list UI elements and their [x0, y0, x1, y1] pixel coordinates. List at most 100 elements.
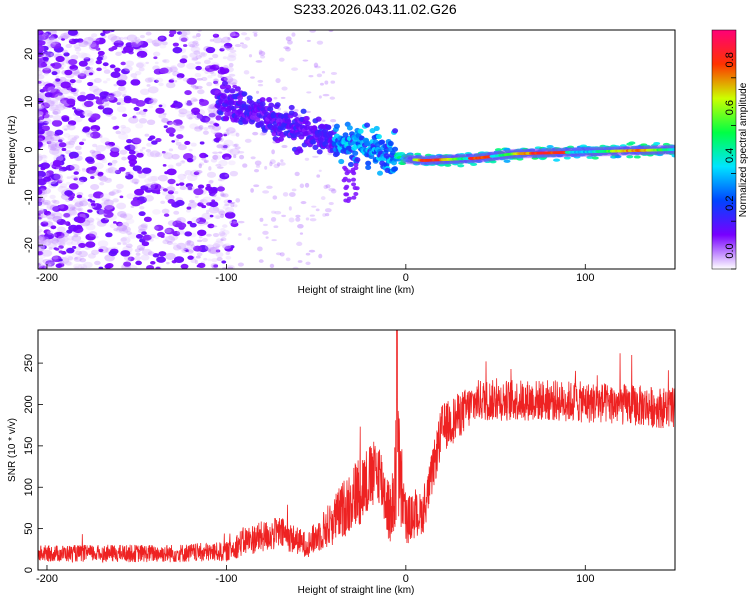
- spectrogram-cell: [115, 221, 123, 227]
- spectrogram-cell: [217, 73, 223, 78]
- spectrogram-cell: [74, 257, 79, 260]
- spectrogram-cell: [39, 254, 46, 259]
- spectrogram-cell: [242, 163, 248, 168]
- spectrogram-cell: [121, 226, 131, 233]
- spectrogram-cell: [43, 210, 52, 216]
- spectrogram-cell: [177, 62, 186, 68]
- spectrogram-cell: [97, 105, 105, 110]
- spectrogram-cell: [49, 147, 60, 155]
- spectrogram-cell: [220, 76, 228, 82]
- spectrogram-cell: [118, 227, 129, 234]
- spectrogram-cell: [117, 222, 124, 227]
- spectrogram-cell: [141, 248, 152, 256]
- spectrogram-cell: [672, 148, 675, 151]
- spectrogram-cell: [87, 253, 97, 259]
- spectrogram-cell: [195, 61, 202, 65]
- spectrogram-cell: [199, 162, 205, 166]
- spectrogram-cell: [146, 151, 155, 158]
- spectrogram-cell: [55, 55, 65, 63]
- spectrogram-cell: [373, 125, 380, 132]
- spectrogram-cell: [81, 167, 86, 171]
- spectrogram-cell: [291, 67, 299, 71]
- spectrogram-cell: [55, 105, 63, 110]
- spectrogram-cell: [133, 106, 140, 111]
- spectrogram-cell: [628, 141, 636, 145]
- spectrogram-cell: [187, 220, 193, 225]
- spectrogram-cell: [146, 119, 156, 126]
- spectrogram-cell: [351, 182, 357, 187]
- spectrogram-cell: [167, 220, 177, 227]
- spectrogram-cell: [146, 142, 153, 147]
- spectrogram-cell: [50, 88, 61, 96]
- spectrogram-cell: [114, 170, 121, 174]
- spectrogram-cell: [178, 35, 189, 43]
- spectrogram-cell: [137, 224, 148, 231]
- spectrogram-cell: [146, 38, 153, 43]
- spectrogram-cell: [38, 67, 41, 72]
- spectrogram-cell: [38, 36, 43, 42]
- spectrogram-cell: [123, 255, 132, 261]
- spectrogram-cell: [173, 80, 178, 83]
- spectrogram-cell: [215, 249, 221, 253]
- spectrogram-cell: [206, 81, 213, 87]
- spectrogram-cell: [102, 30, 111, 34]
- spectrogram-cell: [44, 114, 51, 119]
- spectrogram-cell: [132, 137, 142, 144]
- spectrogram-cell: [221, 143, 230, 149]
- spectrogram-cell: [194, 114, 203, 120]
- spectrogram-cell: [258, 49, 263, 55]
- spectrogram-cell: [73, 234, 79, 238]
- spectrogram-cell: [222, 65, 229, 69]
- spectrogram-cell: [217, 209, 225, 214]
- spectrogram-cell: [38, 207, 45, 215]
- spectrogram-cell: [179, 185, 187, 191]
- spectrogram-cell: [273, 163, 280, 169]
- spectrogram-cell: [191, 107, 201, 114]
- spectrogram-cell: [204, 65, 210, 69]
- spectrogram-cell: [75, 246, 82, 251]
- spectrogram-cell: [90, 166, 97, 171]
- spectrogram-cell: [91, 154, 98, 159]
- spectrogram-cell: [89, 205, 95, 209]
- y-tick-label: -20: [23, 237, 35, 253]
- spectrogram-cell: [109, 223, 118, 229]
- spectrogram-cell: [257, 79, 264, 83]
- spectrogram-cell: [98, 266, 104, 269]
- spectrogram-cell: [58, 245, 64, 249]
- spectrogram-cell: [231, 82, 237, 86]
- spectrogram-cell: [61, 116, 70, 122]
- snr-frame: [37, 329, 676, 571]
- spectrogram-cell: [101, 159, 108, 164]
- spectrogram-cell: [75, 224, 83, 230]
- spectrogram-cell: [259, 217, 264, 222]
- spectrogram-cell: [228, 31, 236, 37]
- spectrogram-cell: [142, 234, 152, 241]
- spectrogram-cell: [79, 141, 85, 146]
- spectrogram-cell: [41, 224, 46, 227]
- spectrogram-cell: [38, 128, 45, 135]
- spectrogram-cell: [38, 210, 44, 214]
- spectrogram-cell: [148, 99, 157, 105]
- spectrogram-cell: [213, 78, 220, 84]
- spectrogram-cell: [38, 197, 45, 203]
- spectrogram-cell: [76, 207, 84, 212]
- spectrogram-cell: [134, 188, 145, 196]
- spectrogram-cell: [213, 80, 219, 85]
- spectrogram-cell: [111, 159, 118, 164]
- spectrogram-cell: [45, 112, 51, 116]
- spectrogram-cell: [165, 127, 176, 134]
- spectrogram-cell: [38, 201, 43, 207]
- spectrogram-cell: [273, 97, 278, 100]
- spectrogram-cell: [155, 266, 161, 269]
- snr-y-ticks: 0 50 100 150 200 250: [23, 354, 43, 573]
- spectrogram-cell: [45, 130, 55, 137]
- spectrogram-cell: [51, 119, 63, 127]
- spectrogram-cell: [281, 144, 288, 149]
- spectrogram-cell: [107, 166, 118, 174]
- spectrogram-cell: [85, 241, 96, 248]
- spectrogram-cell: [280, 96, 286, 99]
- spectrogram-cell: [183, 109, 190, 114]
- spectrogram-cell: [44, 31, 52, 36]
- spectrogram-cell: [229, 130, 238, 137]
- spectrogram-cell: [112, 221, 117, 224]
